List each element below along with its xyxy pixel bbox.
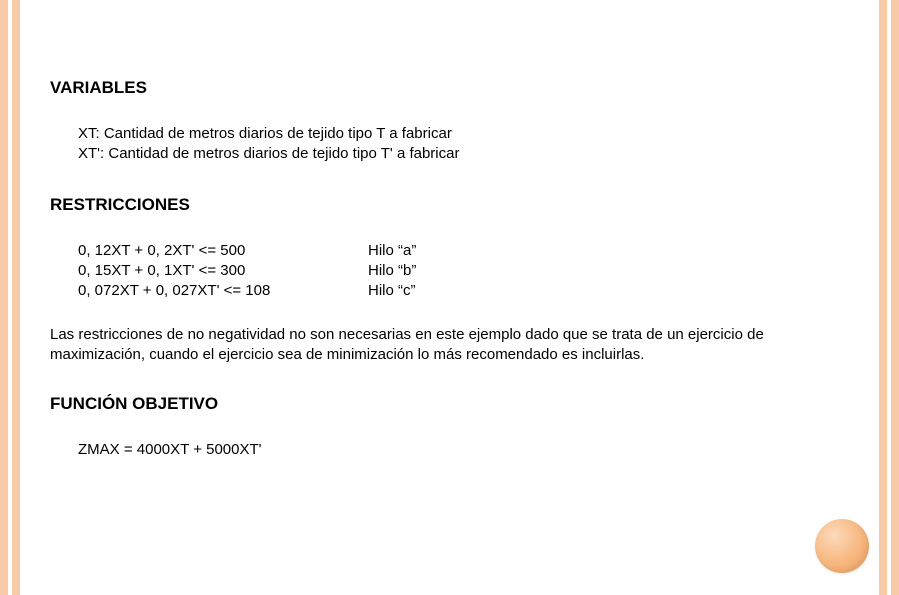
objetivo-block: ZMAX = 4000XT + 5000XT' [50, 440, 849, 460]
decor-stripe-outer-left [0, 0, 8, 595]
restriccion-row-2: 0, 15XT + 0, 1XT' <= 300 Hilo “b” [78, 261, 849, 281]
objetivo-line: ZMAX = 4000XT + 5000XT' [78, 440, 849, 460]
variable-line-1: XT: Cantidad de metros diarios de tejido… [78, 124, 849, 144]
restriccion-row-1: 0, 12XT + 0, 2XT' <= 500 Hilo “a” [78, 241, 849, 261]
restriccion-rhs: Hilo “a” [368, 241, 416, 261]
restricciones-note: Las restricciones de no negatividad no s… [50, 325, 810, 364]
decor-circle [815, 519, 869, 573]
decor-stripe-inner-left [12, 0, 20, 595]
heading-restricciones: RESTRICCIONES [50, 195, 849, 215]
heading-objetivo: FUNCIÓN OBJETIVO [50, 394, 849, 414]
variables-block: XT: Cantidad de metros diarios de tejido… [50, 124, 849, 165]
restricciones-block: 0, 12XT + 0, 2XT' <= 500 Hilo “a” 0, 15X… [50, 241, 849, 302]
slide-content: VARIABLES XT: Cantidad de metros diarios… [50, 78, 849, 461]
decor-stripe-outer-right [891, 0, 899, 595]
restriccion-row-3: 0, 072XT + 0, 027XT' <= 108 Hilo “c” [78, 281, 849, 301]
restriccion-rhs: Hilo “c” [368, 281, 416, 301]
restriccion-lhs: 0, 072XT + 0, 027XT' <= 108 [78, 281, 368, 301]
restriccion-lhs: 0, 12XT + 0, 2XT' <= 500 [78, 241, 368, 261]
restriccion-rhs: Hilo “b” [368, 261, 416, 281]
decor-stripe-inner-right [879, 0, 887, 595]
heading-variables: VARIABLES [50, 78, 849, 98]
restriccion-lhs: 0, 15XT + 0, 1XT' <= 300 [78, 261, 368, 281]
variable-line-2: XT': Cantidad de metros diarios de tejid… [78, 144, 849, 164]
